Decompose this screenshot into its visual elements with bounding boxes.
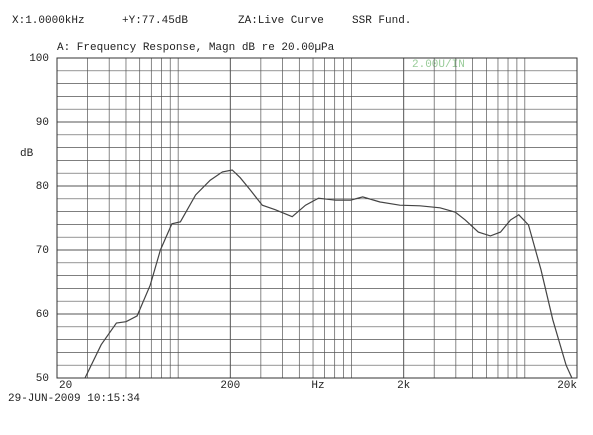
y-tick-label: 90: [36, 117, 49, 129]
header-x: X:1.0000kHz: [12, 15, 85, 27]
header-mode: SSR Fund.: [352, 15, 411, 27]
x-axis-label: Hz: [311, 380, 324, 392]
x-tick-label: 200: [220, 380, 240, 392]
y-tick-label: 60: [36, 309, 49, 321]
x-tick-label: 2k: [397, 380, 411, 392]
y-axis-label: dB: [20, 148, 34, 160]
y-tick-label: 70: [36, 245, 49, 257]
header-y: +Y:77.45dB: [122, 15, 188, 27]
timestamp: 29-JUN-2009 10:15:34: [8, 393, 140, 405]
chart-title: A: Frequency Response, Magn dB re 20.00µ…: [57, 42, 335, 54]
y-tick-label: 50: [36, 373, 49, 385]
plot-frame: [56, 57, 578, 379]
y-tick-label: 100: [29, 53, 49, 65]
header-za: ZA:Live Curve: [238, 15, 324, 27]
response-curve: [84, 169, 573, 379]
x-tick-label: 20k: [557, 380, 577, 392]
x-tick-label: 20: [59, 380, 72, 392]
y-tick-label: 80: [36, 181, 49, 193]
scale-note: 2.00U/IN: [412, 59, 465, 71]
